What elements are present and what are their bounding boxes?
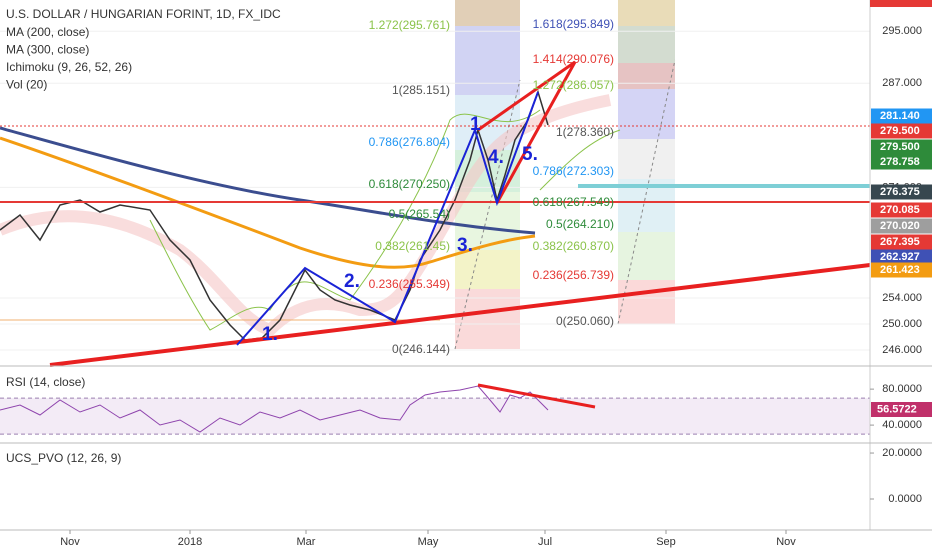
y-tick-label: 20.0000 [882,447,922,459]
fib-label: 0.786(276.804) [369,135,450,149]
wave-label: 5. [522,144,538,165]
y-tick-label: 40.0000 [882,419,922,431]
fib-label: 0.618(270.250) [369,177,450,191]
y-tick-label: 287.000 [882,77,922,89]
pane-title: UCS_PVO (12, 26, 9) [6,451,121,465]
price-tag-label: 270.020 [880,220,920,232]
x-tick-label: Nov [60,536,80,548]
fib-label: 0.382(261.45) [375,239,450,253]
fib-label: 1.414(290.076) [533,52,614,66]
y-tick-label: 80.0000 [882,383,922,395]
indicators [0,60,871,367]
y-tick-label: 246.000 [882,344,922,356]
wave-label: 1. [262,324,278,345]
price-tag [871,218,932,234]
fib-label: 0(250.060) [556,314,614,328]
price-tag-label: 262.927 [880,251,920,263]
labels: U.S. DOLLAR / HUNGARIAN FORINT, 1D, FX_I… [6,7,614,356]
price-tag-label: 270.085 [880,204,920,216]
price-tag [871,139,932,155]
rsi-tag-label: 56.5722 [877,403,917,415]
price-tag [871,202,932,218]
fib-label: 1.618(295.849) [533,17,614,31]
fib-label: 0.236(256.739) [533,268,614,282]
wave-label: 1 [470,114,481,135]
dynamic: 295.000287.000271.000254.000250.000246.0… [6,25,932,548]
fib-label: 0.5(265.54) [389,207,450,221]
x-tick-label: Jul [538,536,552,548]
legend-indicator: MA (200, close) [6,25,89,39]
price-tag [871,123,932,139]
fib-label: 1(278.360) [556,125,614,139]
price-tag [871,108,932,124]
price-tag-label: 276.375 [880,186,920,198]
top-price-tag [870,0,932,7]
fib-label: 1(285.151) [392,83,450,97]
x-tick-label: May [418,536,439,548]
price-tag-label: 281.140 [880,110,920,122]
price-tag-label: 279.500 [880,141,920,153]
fib-label: 0.5(264.210) [546,217,614,231]
x-tick-label: Mar [297,536,316,548]
fib-label: 0.618(267.549) [533,195,614,209]
rsi-band [0,398,870,435]
price-tag [871,184,932,200]
x-tick-label: Sep [656,536,676,548]
wave-label: 2. [344,271,360,292]
x-tick-label: Nov [776,536,796,548]
pane-title: RSI (14, close) [6,375,85,389]
price-tag-label: 267.395 [880,236,920,248]
price-tag-label: 279.500 [880,125,920,137]
legend-indicator: MA (300, close) [6,43,89,57]
wave-label: 3. [457,235,473,256]
price-tag [871,262,932,278]
price-tag-label: 278.758 [880,156,920,168]
grid [0,30,870,435]
fib-label: 0.382(260.870) [533,239,614,253]
x-tick-label: 2018 [178,536,202,548]
fib-label: 1.272(286.057) [533,78,614,92]
wave-label: 4. [488,147,504,168]
legend-symbol: U.S. DOLLAR / HUNGARIAN FORINT, 1D, FX_I… [6,7,281,21]
y-tick-label: 295.000 [882,25,922,37]
y-tick-label: 0.0000 [888,493,922,505]
price-tag [871,249,932,265]
legend-indicator: Vol (20) [6,78,47,92]
price-tag [871,234,932,250]
price-tag [871,154,932,170]
price-tag-label: 261.423 [880,264,920,276]
fib-label: 0(246.144) [392,342,450,356]
rsi-line [0,383,596,433]
y-tick-label: 254.000 [882,292,922,304]
y-tick-label: 250.000 [882,318,922,330]
fib-label: 0.786(272.303) [533,164,614,178]
fib-label: 0.236(255.349) [369,277,450,291]
rsi-tag [871,402,932,417]
fib-label: 1.272(295.761) [369,18,450,32]
legend-indicator: Ichimoku (9, 26, 52, 26) [6,60,132,74]
